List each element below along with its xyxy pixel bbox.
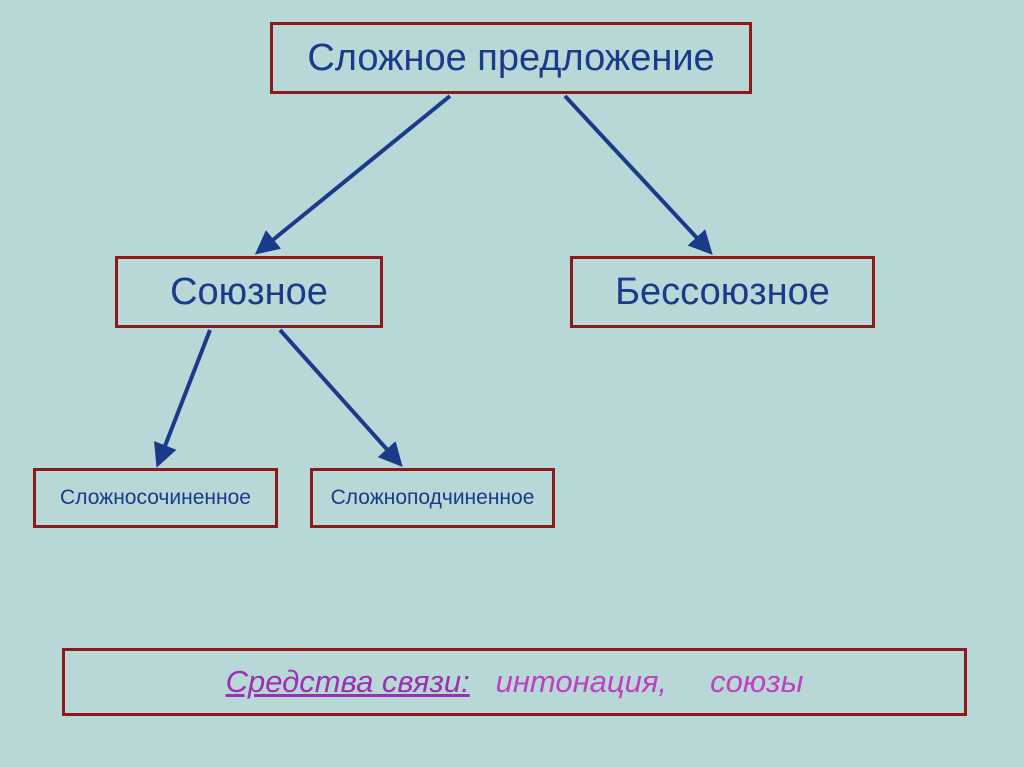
node-compound-label: Сложносочиненное <box>60 486 251 510</box>
node-asyndetic: Бессоюзное <box>570 256 875 328</box>
node-complex: Сложноподчиненное <box>310 468 555 528</box>
footer-box: Средства связи: интонация, союзы <box>62 648 967 716</box>
node-union: Союзное <box>115 256 383 328</box>
footer-label-underlined: Средства связи: <box>226 664 470 699</box>
node-root: Сложное предложение <box>270 22 752 94</box>
node-root-label: Сложное предложение <box>307 37 714 80</box>
node-complex-label: Сложноподчиненное <box>331 486 535 510</box>
footer-text: Средства связи: интонация, союзы <box>226 664 804 700</box>
footer-label-rest: интонация, союзы <box>470 664 804 699</box>
node-union-label: Союзное <box>170 271 328 314</box>
node-asyndetic-label: Бессоюзное <box>615 271 830 314</box>
diagram-canvas: Сложное предложение Союзное Бессоюзное С… <box>0 0 1024 767</box>
node-compound: Сложносочиненное <box>33 468 278 528</box>
